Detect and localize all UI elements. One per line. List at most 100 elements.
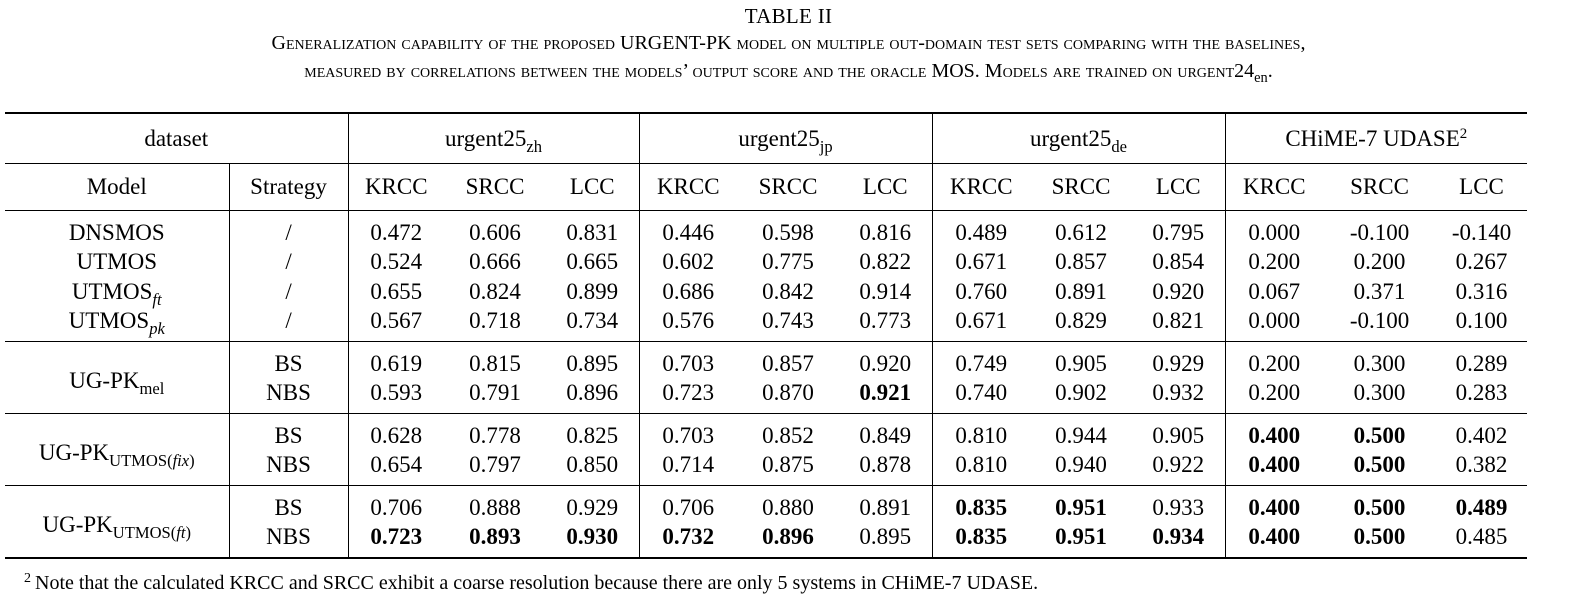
score-value: 0.714 [662, 452, 715, 478]
score-value: 0.920 [1152, 278, 1205, 304]
header-metric: KRCC [1225, 163, 1324, 211]
score-value: 0.825 [566, 422, 619, 448]
value-cell: 0.891 [839, 485, 933, 523]
score-value: 0.888 [469, 494, 521, 520]
value-cell: 0.300 [1323, 342, 1436, 379]
score-value: 0.500 [1353, 494, 1406, 520]
score-value: 0.500 [1353, 422, 1406, 448]
model-cell: UTMOS [5, 247, 230, 277]
score-value: 0.500 [1353, 452, 1406, 478]
score-value: 0.749 [955, 350, 1008, 376]
score-value: 0.576 [662, 308, 715, 334]
table-row: NBS 0.593 0.791 0.896 0.723 0.870 0.921 0.740 0.… [5, 378, 1528, 414]
header-model: Model [5, 163, 230, 211]
score-value: 0.489 [955, 219, 1008, 245]
value-cell: 0.500 [1323, 522, 1437, 559]
score-value: 0.485 [1455, 524, 1508, 550]
score-value: 0.854 [1152, 249, 1205, 275]
value-cell: 0.500 [1323, 450, 1437, 486]
model-cell: UTMOSft [5, 277, 230, 307]
score-value: 0.593 [370, 380, 423, 406]
value-cell: 0.951 [1030, 522, 1133, 559]
value-cell: 0.576 [639, 306, 738, 342]
score-value: 0.773 [859, 308, 912, 334]
score-value: 0.654 [370, 452, 423, 478]
strategy-value: NBS [266, 452, 311, 478]
score-value: 0.921 [859, 380, 912, 406]
dataset-superscript: 2 [1459, 125, 1468, 142]
score-value: 0.914 [859, 278, 912, 304]
value-cell: 0.929 [546, 485, 640, 523]
score-value: 0.816 [859, 219, 912, 245]
score-value: 0.400 [1248, 494, 1301, 520]
header-metric: LCC [546, 163, 640, 211]
score-value: 0.316 [1455, 278, 1508, 304]
value-cell: 0.267 [1436, 248, 1527, 278]
score-value: 0.791 [469, 380, 521, 406]
header-dataset-name: CHiME-7 UDASE2 [1225, 112, 1528, 164]
value-cell: 0.200 [1225, 342, 1323, 379]
value-cell: 0.842 [737, 277, 839, 307]
value-cell: 0.300 [1323, 378, 1437, 414]
value-cell: 0.671 [932, 306, 1031, 342]
score-value: 0.922 [1152, 452, 1205, 478]
dataset-base: CHiME-7 UDASE [1285, 125, 1460, 151]
header-metric: SRCC [737, 163, 840, 211]
score-value: 0.878 [859, 452, 912, 478]
value-cell: -0.100 [1323, 306, 1437, 342]
value-cell: 0.602 [639, 248, 737, 278]
value-cell: 0.825 [546, 413, 640, 451]
score-value: 0.895 [566, 350, 619, 376]
value-cell: 0.930 [546, 522, 640, 559]
value-cell: 0.714 [639, 450, 738, 486]
value-cell: 0.200 [1225, 378, 1324, 414]
value-cell: 0.671 [932, 248, 1030, 278]
value-cell: 0.933 [1132, 485, 1226, 523]
model-name: UTMOS [76, 249, 157, 275]
score-value: 0.400 [1248, 524, 1301, 550]
score-value: 0.000 [1248, 308, 1301, 334]
footnote-mark: 2 [24, 571, 31, 586]
metric-label: KRCC [949, 174, 1013, 199]
metric-label: KRCC [364, 174, 428, 199]
table-row: UTMOS / 0.524 0.666 0.665 0.602 0.775 0.822 0.67… [5, 247, 1527, 278]
value-cell: 0.400 [1225, 486, 1323, 523]
value-cell: 0.902 [1030, 378, 1133, 414]
score-value: 0.606 [469, 219, 521, 245]
score-value: 0.703 [662, 422, 715, 448]
value-cell: 0.888 [444, 486, 546, 523]
score-value: 0.932 [1152, 380, 1205, 406]
score-value: 0.829 [1055, 308, 1107, 334]
model-name: UG-PK [42, 512, 113, 537]
model-subscript: pk [149, 319, 165, 338]
value-cell: 0.734 [546, 306, 640, 342]
score-value: 0.810 [955, 452, 1008, 478]
dataset-base: urgent25 [738, 125, 820, 151]
score-value: 0.200 [1248, 380, 1301, 406]
model-name: DNSMOS [68, 219, 165, 245]
score-value: 0.933 [1152, 494, 1205, 520]
model-subscript-text: mel [139, 378, 165, 398]
value-cell: 0.593 [348, 378, 445, 414]
score-value: 0.875 [762, 452, 814, 478]
value-cell: 0.810 [932, 414, 1030, 451]
value-cell: 0.067 [1225, 277, 1323, 307]
table-row: UG-PKUTMOS(ft) BS 0.706 0.888 0.929 0.706 0.88… [5, 485, 1527, 559]
header-metric: LCC [839, 163, 933, 211]
score-value: 0.797 [469, 452, 521, 478]
strategy-cell: / [229, 247, 349, 277]
score-value: -0.100 [1349, 308, 1410, 334]
strategy-value: NBS [266, 380, 311, 406]
header-metric: SRCC [1030, 163, 1133, 211]
value-cell: 0.835 [932, 486, 1030, 523]
table-caption-line-1: Generalization capability of the propose… [271, 32, 1306, 54]
model-subscript-paren: ft [176, 522, 186, 542]
strategy-value: BS [274, 494, 303, 520]
table-label: TABLE II [744, 4, 833, 28]
header-metric: KRCC [348, 163, 445, 211]
value-cell: 0.654 [348, 450, 445, 486]
value-cell: 0.655 [348, 277, 444, 307]
score-value: 0.402 [1455, 422, 1508, 448]
value-cell: 0.905 [1030, 342, 1132, 379]
score-value: 0.472 [370, 219, 423, 245]
